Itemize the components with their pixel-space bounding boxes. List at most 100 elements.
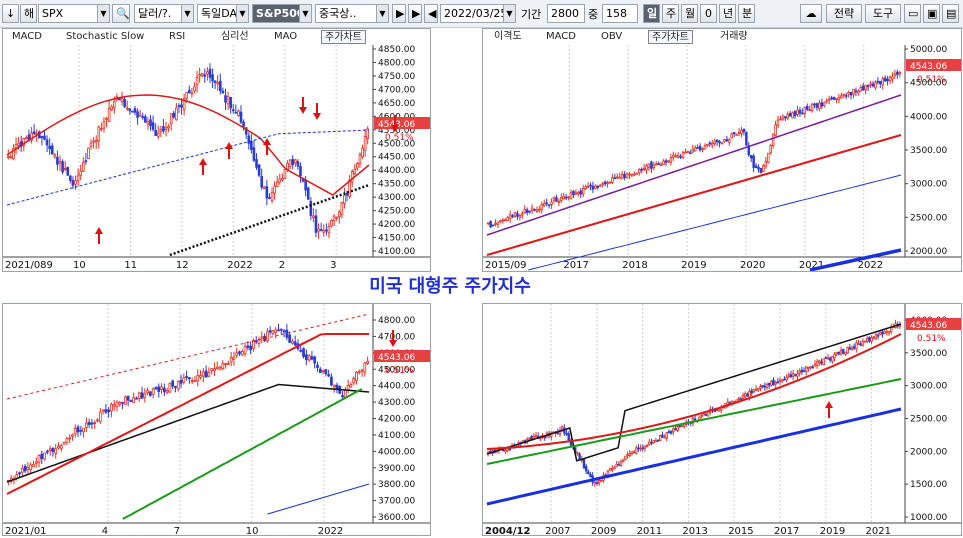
period-zero-button[interactable]: 0 <box>700 4 717 23</box>
ma-blue-dashed-line <box>6 129 370 206</box>
price-badge-label: 4543.06 <box>378 353 415 363</box>
candle-body <box>844 95 848 97</box>
y-tick-label: 4500.00 <box>378 139 415 149</box>
candle-body <box>249 345 253 351</box>
index-select[interactable]: S&P500 ▼ <box>252 4 312 23</box>
candle-body <box>94 139 98 143</box>
ma-black-dotted-line <box>169 183 370 257</box>
candle-body <box>752 155 755 168</box>
candle-body <box>657 163 660 165</box>
candle-body <box>59 445 63 449</box>
candle-body <box>135 397 138 400</box>
period-month-button[interactable]: 월 <box>681 4 698 23</box>
candle-body <box>815 103 819 108</box>
tab-price-chart[interactable]: 주가차트 <box>321 30 366 44</box>
candle-body <box>508 448 512 451</box>
y-tick-label: 4200.00 <box>378 220 415 230</box>
candle-body <box>187 89 191 94</box>
candle-body <box>285 329 289 338</box>
save-icon[interactable]: ▣ <box>923 4 940 23</box>
cloud-icon[interactable]: ☁ <box>800 4 822 23</box>
search-icon[interactable]: 🔍 <box>112 4 130 23</box>
candle-body <box>857 343 860 345</box>
candle-body <box>764 160 768 167</box>
candle-body <box>215 366 219 369</box>
candle-body <box>137 392 141 399</box>
y-tick-label: 4750.00 <box>378 72 415 82</box>
tab-stochastic[interactable]: Stochastic Slow <box>66 31 145 42</box>
prev-icon[interactable]: ◀ <box>424 4 438 23</box>
period-input[interactable]: 2800 <box>547 4 585 23</box>
candle-body <box>791 373 795 378</box>
tab-disparity[interactable]: 이격도 <box>494 31 522 42</box>
candle-body <box>800 369 804 373</box>
tab-macd[interactable]: MACD <box>546 31 576 42</box>
candle-body <box>669 157 673 163</box>
date-input[interactable]: 2022/03/25 ▼ <box>440 4 516 23</box>
period-week-button[interactable]: 주 <box>662 4 679 23</box>
candle-body <box>765 383 769 388</box>
candle-body <box>641 447 644 450</box>
candle-body <box>123 98 126 108</box>
candle-body <box>179 379 183 384</box>
period-minute-button[interactable]: 분 <box>738 4 755 23</box>
period-year-button[interactable]: 년 <box>719 4 736 23</box>
tools-button[interactable]: 도구 <box>865 4 901 23</box>
candle-body <box>613 467 616 470</box>
price-chart[interactable]: 4000.003500.003000.002500.002000.001500.… <box>483 304 962 536</box>
x-tick-label: 2019 <box>820 526 845 536</box>
print-icon[interactable]: ▤ <box>942 4 959 23</box>
candle-body <box>237 110 240 116</box>
candle-body <box>9 156 13 159</box>
tab-rsi[interactable]: RSI <box>169 31 186 42</box>
candle-body <box>715 139 719 143</box>
x-tick-label: 2004/12 <box>485 526 530 536</box>
candle-body <box>129 400 133 402</box>
price-chart[interactable]: 4850.004800.004750.004700.004650.004600.… <box>3 45 431 271</box>
candle-body <box>196 375 200 382</box>
folder-icon[interactable]: ▭ <box>904 4 921 23</box>
price-badge-label: 4543.06 <box>910 321 947 331</box>
candle-body <box>589 473 592 478</box>
candle-body <box>37 455 41 463</box>
tab-sentiment[interactable]: 심리선 <box>221 31 249 42</box>
candle-body <box>808 109 811 111</box>
candle-body <box>802 370 806 373</box>
strategy-button[interactable]: 전략 <box>826 4 862 23</box>
candle-body <box>224 363 227 365</box>
candle-body <box>700 415 703 418</box>
candle-body <box>613 177 617 180</box>
price-chart[interactable]: 4800.004700.004600.004500.004400.004300.… <box>3 304 431 536</box>
candle-body <box>883 330 886 334</box>
down-arrow-button[interactable]: ↓ <box>2 4 19 23</box>
candle-body <box>584 186 587 190</box>
candle-body <box>275 181 279 188</box>
symbol-select[interactable]: SPX ▼ <box>38 4 110 23</box>
candle-body <box>584 465 588 472</box>
candle-body <box>825 100 828 103</box>
candle-body <box>221 90 225 94</box>
play-icon[interactable]: ▶ <box>392 4 406 23</box>
sector-button[interactable]: 해 <box>20 4 37 23</box>
candle-body <box>818 102 821 110</box>
candle-body <box>689 152 692 155</box>
tab-obv[interactable]: OBV <box>601 31 623 42</box>
country-select[interactable]: 중국상.. ▼ <box>315 4 389 23</box>
price-chart[interactable]: 5000.00 4500.00 4000.00 3500.00 3000.00 2500.… <box>483 45 962 271</box>
candle-body <box>201 371 205 377</box>
candle-body <box>617 463 621 466</box>
candle-body <box>533 208 536 211</box>
currency-select[interactable]: 달러/?. ▼ <box>134 4 194 23</box>
next-icon[interactable]: ▶ <box>408 4 422 23</box>
candle-body <box>581 188 585 195</box>
tab-volume[interactable]: 거래량 <box>720 31 748 42</box>
period-day-button[interactable]: 일 <box>643 4 660 23</box>
tab-price-chart[interactable]: 주가차트 <box>648 30 693 44</box>
count-input[interactable]: 158 <box>602 4 638 23</box>
timezone-select[interactable]: 독일DA.. ▼ <box>197 4 249 23</box>
candle-body <box>513 212 517 217</box>
tab-mao[interactable]: MAO <box>274 31 298 42</box>
price-badge <box>374 350 430 362</box>
candle-body <box>696 147 699 149</box>
tab-macd[interactable]: MACD <box>12 31 42 42</box>
